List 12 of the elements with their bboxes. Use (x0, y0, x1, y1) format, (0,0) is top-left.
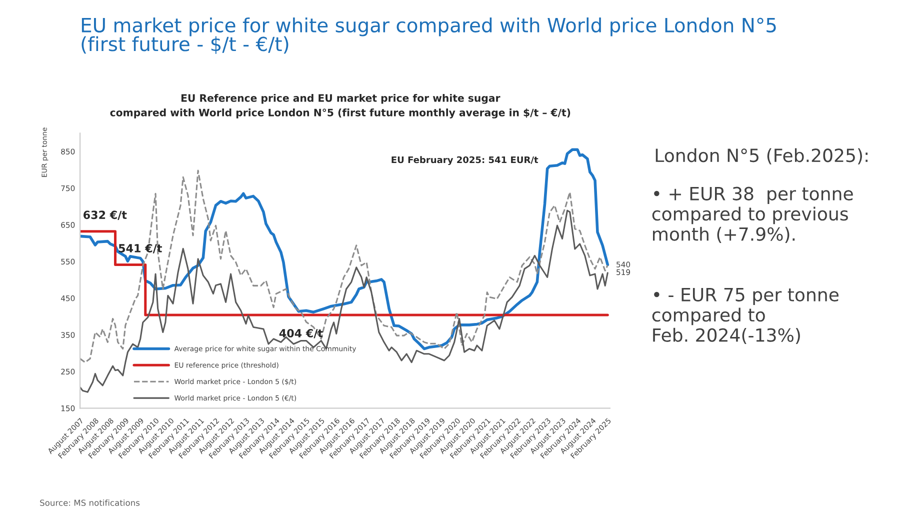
line-series (80, 210, 608, 393)
annotation: EU February 2025: 541 EUR/t (392, 156, 538, 165)
source-note: Source: MS notifications (40, 499, 140, 506)
chart-subtitle: EU Reference price and EU market price for white sugar compared with World price London N°5 (first future monthly average in $/t – €/t) (110, 94, 570, 118)
line-series (80, 170, 608, 364)
annotation: 404 €/t (279, 329, 323, 338)
annotation: 632 €/t (84, 210, 127, 220)
text: London N°5 (Feb.2025): (656, 148, 868, 164)
text: • + EUR 38 per tonne compared to previous month (+7.9%). (652, 186, 853, 244)
annotation: 541 €/t (118, 244, 162, 254)
text: • - EUR 75 per tonne compared to Feb. 2024(-13%) (652, 288, 839, 344)
chart-title: EU market price for white sugar compared with World price London N°5 (first future - $/t - €/t) (82, 17, 776, 54)
